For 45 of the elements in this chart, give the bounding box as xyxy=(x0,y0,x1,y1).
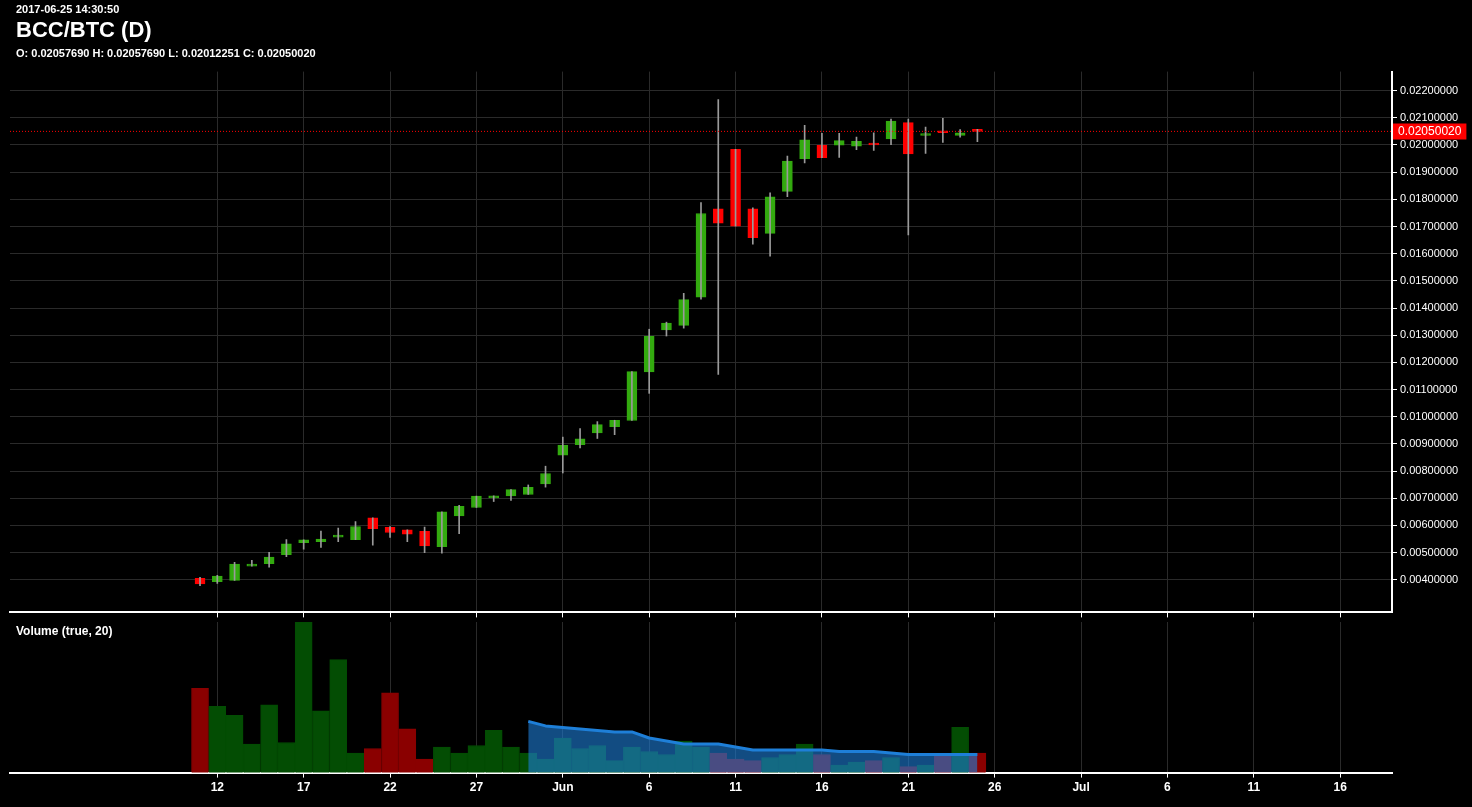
bar xyxy=(900,767,917,773)
y-tick-label: 0.00900000 xyxy=(1400,436,1459,449)
x-tick-label: 26 xyxy=(988,780,1002,795)
y-tick-label: 0.01600000 xyxy=(1400,246,1459,259)
candlestick xyxy=(246,559,258,567)
y-tick-label: 0.02000000 xyxy=(1400,138,1459,151)
y-tick-label: 0.01700000 xyxy=(1400,219,1459,232)
x-tick-label: 11 xyxy=(729,780,743,795)
x-tick-label: 6 xyxy=(1164,780,1172,795)
y-tick-label: 0.00700000 xyxy=(1400,491,1459,504)
y-tick-label: 0.00600000 xyxy=(1400,518,1459,531)
x-tick-label: Jun xyxy=(552,780,574,795)
x-tick-label: 16 xyxy=(1333,780,1348,795)
chart-title: BCC/BTC (D) xyxy=(16,17,152,43)
y-tick-label: 0.01200000 xyxy=(1400,355,1459,368)
y-tick-label: 0.00400000 xyxy=(1400,572,1459,585)
candlestick xyxy=(954,129,966,138)
x-tick-label: 21 xyxy=(901,780,916,795)
y-tick-label: 0.01000000 xyxy=(1400,409,1459,422)
candlestick xyxy=(488,495,500,502)
y-tick-label: 0.01100000 xyxy=(1400,382,1458,395)
ref-line-label: 0.02050020 xyxy=(1398,123,1462,138)
y-tick-label: 0.01800000 xyxy=(1400,192,1459,205)
y-tick-label: 0.00800000 xyxy=(1400,464,1459,477)
y-tick-label: 0.02100000 xyxy=(1400,110,1459,123)
chart-subtitle: O: 0.02057690 H: 0.02057690 L: 0.02012251 C: 0.02050020 xyxy=(16,47,316,59)
y-tick-label: 0.00500000 xyxy=(1400,545,1459,558)
chart-title: Volume (true, 20) xyxy=(16,624,113,638)
candlestick xyxy=(833,132,845,158)
x-tick-label: 16 xyxy=(815,780,829,795)
y-tick-label: 0.01500000 xyxy=(1400,273,1459,286)
bar xyxy=(191,687,209,773)
x-tick-label: 12 xyxy=(210,780,225,795)
x-tick-label: 11 xyxy=(1247,780,1261,795)
x-tick-label: 6 xyxy=(645,780,653,795)
y-tick-label: 0.01300000 xyxy=(1400,328,1459,341)
x-tick-label: Jul xyxy=(1072,780,1090,795)
y-tick-label: 0.02200000 xyxy=(1400,83,1459,96)
y-tick-label: 0.01400000 xyxy=(1400,301,1459,314)
x-tick-label: 17 xyxy=(297,780,311,795)
x-tick-label: 22 xyxy=(383,780,398,795)
bar xyxy=(951,727,969,773)
y-tick-label: 0.01900000 xyxy=(1400,165,1459,178)
text: 2017-06-25 14:30:50 xyxy=(16,3,120,15)
x-tick-label: 27 xyxy=(469,780,484,795)
